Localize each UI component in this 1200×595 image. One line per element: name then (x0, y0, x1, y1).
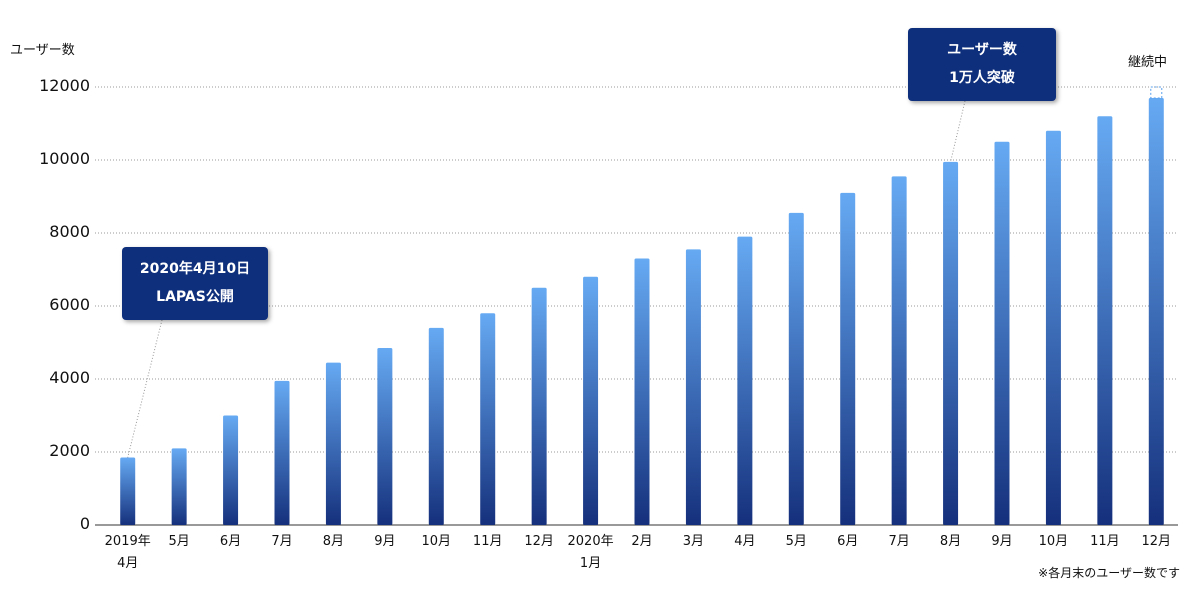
x-tick-label: 7月 (888, 534, 910, 549)
x-tick-label: 2月 (631, 534, 653, 549)
x-tick-label: 11月 (1090, 534, 1120, 549)
ongoing-box (1150, 86, 1163, 99)
bar (840, 192, 856, 525)
y-tick-label: 0 (79, 514, 90, 533)
footnote: ※各月末のユーザー数です (1038, 566, 1180, 580)
y-tick-label: 2000 (49, 441, 90, 460)
x-tick-label: 6月 (219, 534, 242, 549)
y-tick-label: 10000 (39, 149, 90, 168)
x-tick-label: 7月 (271, 534, 293, 549)
x-tick-label: 8月 (322, 534, 345, 549)
x-tick-label: 12月 (1141, 534, 1172, 549)
bar (1045, 130, 1061, 526)
bar (428, 327, 444, 525)
x-tick-label: 3月 (682, 534, 705, 549)
x-tick-label: 2019年 4月 (104, 534, 151, 571)
bar (891, 176, 907, 526)
x-tick-label: 9月 (374, 534, 396, 549)
bar (583, 276, 599, 525)
bar (943, 161, 959, 525)
bar (994, 141, 1010, 525)
bar (634, 258, 650, 525)
bar (274, 380, 290, 525)
x-tick-label: 12月 (524, 534, 554, 549)
annotation: 2020年4月10日 LAPAS公開 (122, 247, 268, 320)
x-tick-label: 5月 (168, 534, 190, 549)
leader-line (127, 319, 163, 458)
bar (171, 448, 187, 525)
y-tick-label: 12000 (39, 76, 90, 95)
bar (377, 347, 393, 525)
x-tick-label: 9月 (991, 534, 1013, 549)
x-tick-label: 5月 (785, 534, 807, 549)
y-tick-label: 4000 (49, 368, 90, 387)
x-tick-label: 10月 (421, 534, 452, 549)
y-axis-label: ユーザー数 (10, 43, 75, 58)
bar (1097, 116, 1113, 525)
bar (1148, 97, 1164, 525)
bar (325, 362, 341, 525)
annotation: 継続中 (1128, 55, 1168, 70)
y-tick-label: 6000 (49, 295, 90, 314)
x-tick-label: 8月 (939, 534, 962, 549)
bar (120, 457, 136, 525)
bar (685, 249, 701, 526)
bar (223, 415, 239, 525)
x-tick-label: 11月 (472, 534, 503, 549)
leader-line (950, 100, 966, 162)
x-tick-label: 10月 (1038, 534, 1069, 549)
bar (737, 236, 753, 525)
x-tick-label: 2020年 1月 (567, 534, 614, 571)
y-tick-label: 8000 (49, 222, 90, 241)
x-tick-label: 6月 (837, 534, 859, 549)
annotation: ユーザー数 1万人突破 (908, 28, 1056, 101)
bar (480, 313, 496, 525)
bar (531, 287, 547, 525)
bar (788, 212, 804, 526)
x-tick-label: 4月 (734, 534, 756, 549)
